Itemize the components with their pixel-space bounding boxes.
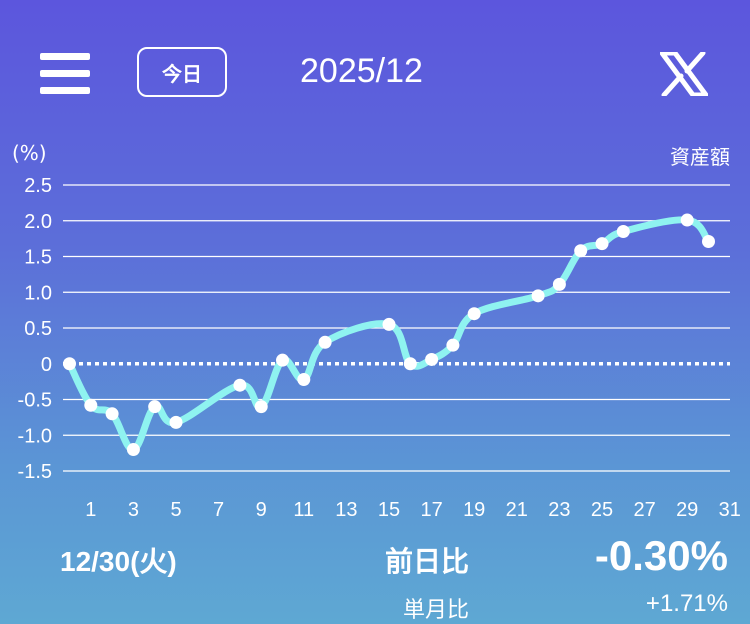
month-change-label: 単月比 (403, 598, 470, 623)
x-tick-label: 21 (506, 499, 528, 521)
data-point (105, 407, 119, 421)
menu-button[interactable] (40, 53, 90, 95)
hamburger-line (40, 70, 90, 77)
data-point (148, 400, 162, 414)
x-tick-label: 27 (633, 499, 655, 521)
data-point (233, 378, 247, 392)
data-point (425, 352, 439, 366)
x-logo-icon (659, 50, 709, 98)
data-point (382, 317, 396, 331)
data-point (680, 213, 694, 227)
data-point (254, 400, 268, 414)
month-change-value: +1.71% (645, 590, 728, 617)
x-tick-label: 17 (420, 499, 442, 521)
data-point (403, 357, 417, 371)
y-tick-label: 1.0 (24, 282, 52, 304)
y-tick-label: 0.5 (24, 318, 52, 340)
y-tick-label: 2.5 (24, 175, 52, 197)
y-axis-unit: (%) (12, 141, 47, 165)
x-tick-label: 11 (293, 499, 314, 521)
x-tick-label: 9 (256, 499, 267, 521)
y-tick-label: -0.5 (18, 390, 52, 412)
data-point (63, 357, 76, 371)
data-point (702, 234, 715, 248)
x-tick-label: 7 (213, 499, 224, 521)
hamburger-icon (40, 53, 90, 60)
y-tick-label: 0 (41, 354, 52, 376)
data-point (84, 398, 98, 412)
series-label: 資産額 (670, 145, 730, 169)
data-point (616, 224, 630, 238)
x-share-button[interactable] (659, 50, 709, 98)
data-point (531, 289, 545, 303)
x-tick-label: 23 (548, 499, 570, 521)
x-tick-label: 29 (676, 499, 698, 521)
y-tick-label: 1.5 (24, 247, 52, 269)
x-tick-label: 13 (335, 499, 357, 521)
y-tick-label: 2.0 (24, 211, 52, 233)
data-point (574, 244, 588, 258)
data-point (126, 443, 140, 457)
x-tick-label: 1 (85, 499, 96, 521)
hamburger-line (40, 87, 90, 94)
data-point (552, 277, 566, 291)
y-tick-label: -1.0 (18, 425, 52, 447)
x-tick-label: 15 (378, 499, 400, 521)
data-point (276, 353, 289, 367)
x-tick-label: 19 (463, 499, 485, 521)
today-button[interactable]: 今日 (137, 47, 227, 97)
x-tick-label: 25 (591, 499, 613, 521)
data-point (297, 372, 311, 386)
selected-date: 12/30(火) (60, 546, 177, 577)
data-point (446, 338, 460, 352)
data-point (318, 335, 332, 349)
day-change-value: -0.30% (594, 532, 728, 579)
x-tick-label: 31 (719, 499, 741, 521)
month-title: 2025/12 (300, 52, 423, 90)
data-point (467, 307, 481, 321)
y-tick-label: -1.5 (18, 461, 52, 483)
day-change-label: 前日比 (385, 545, 470, 578)
series-line (66, 216, 712, 454)
data-point (169, 415, 183, 429)
data-point (595, 237, 609, 251)
x-tick-label: 5 (170, 499, 181, 521)
x-tick-label: 3 (128, 499, 139, 521)
line-chart: 2.52.01.51.00.50-0.5-1.0-1.51 3 5 7 9 11 13 15 1… (18, 175, 741, 521)
